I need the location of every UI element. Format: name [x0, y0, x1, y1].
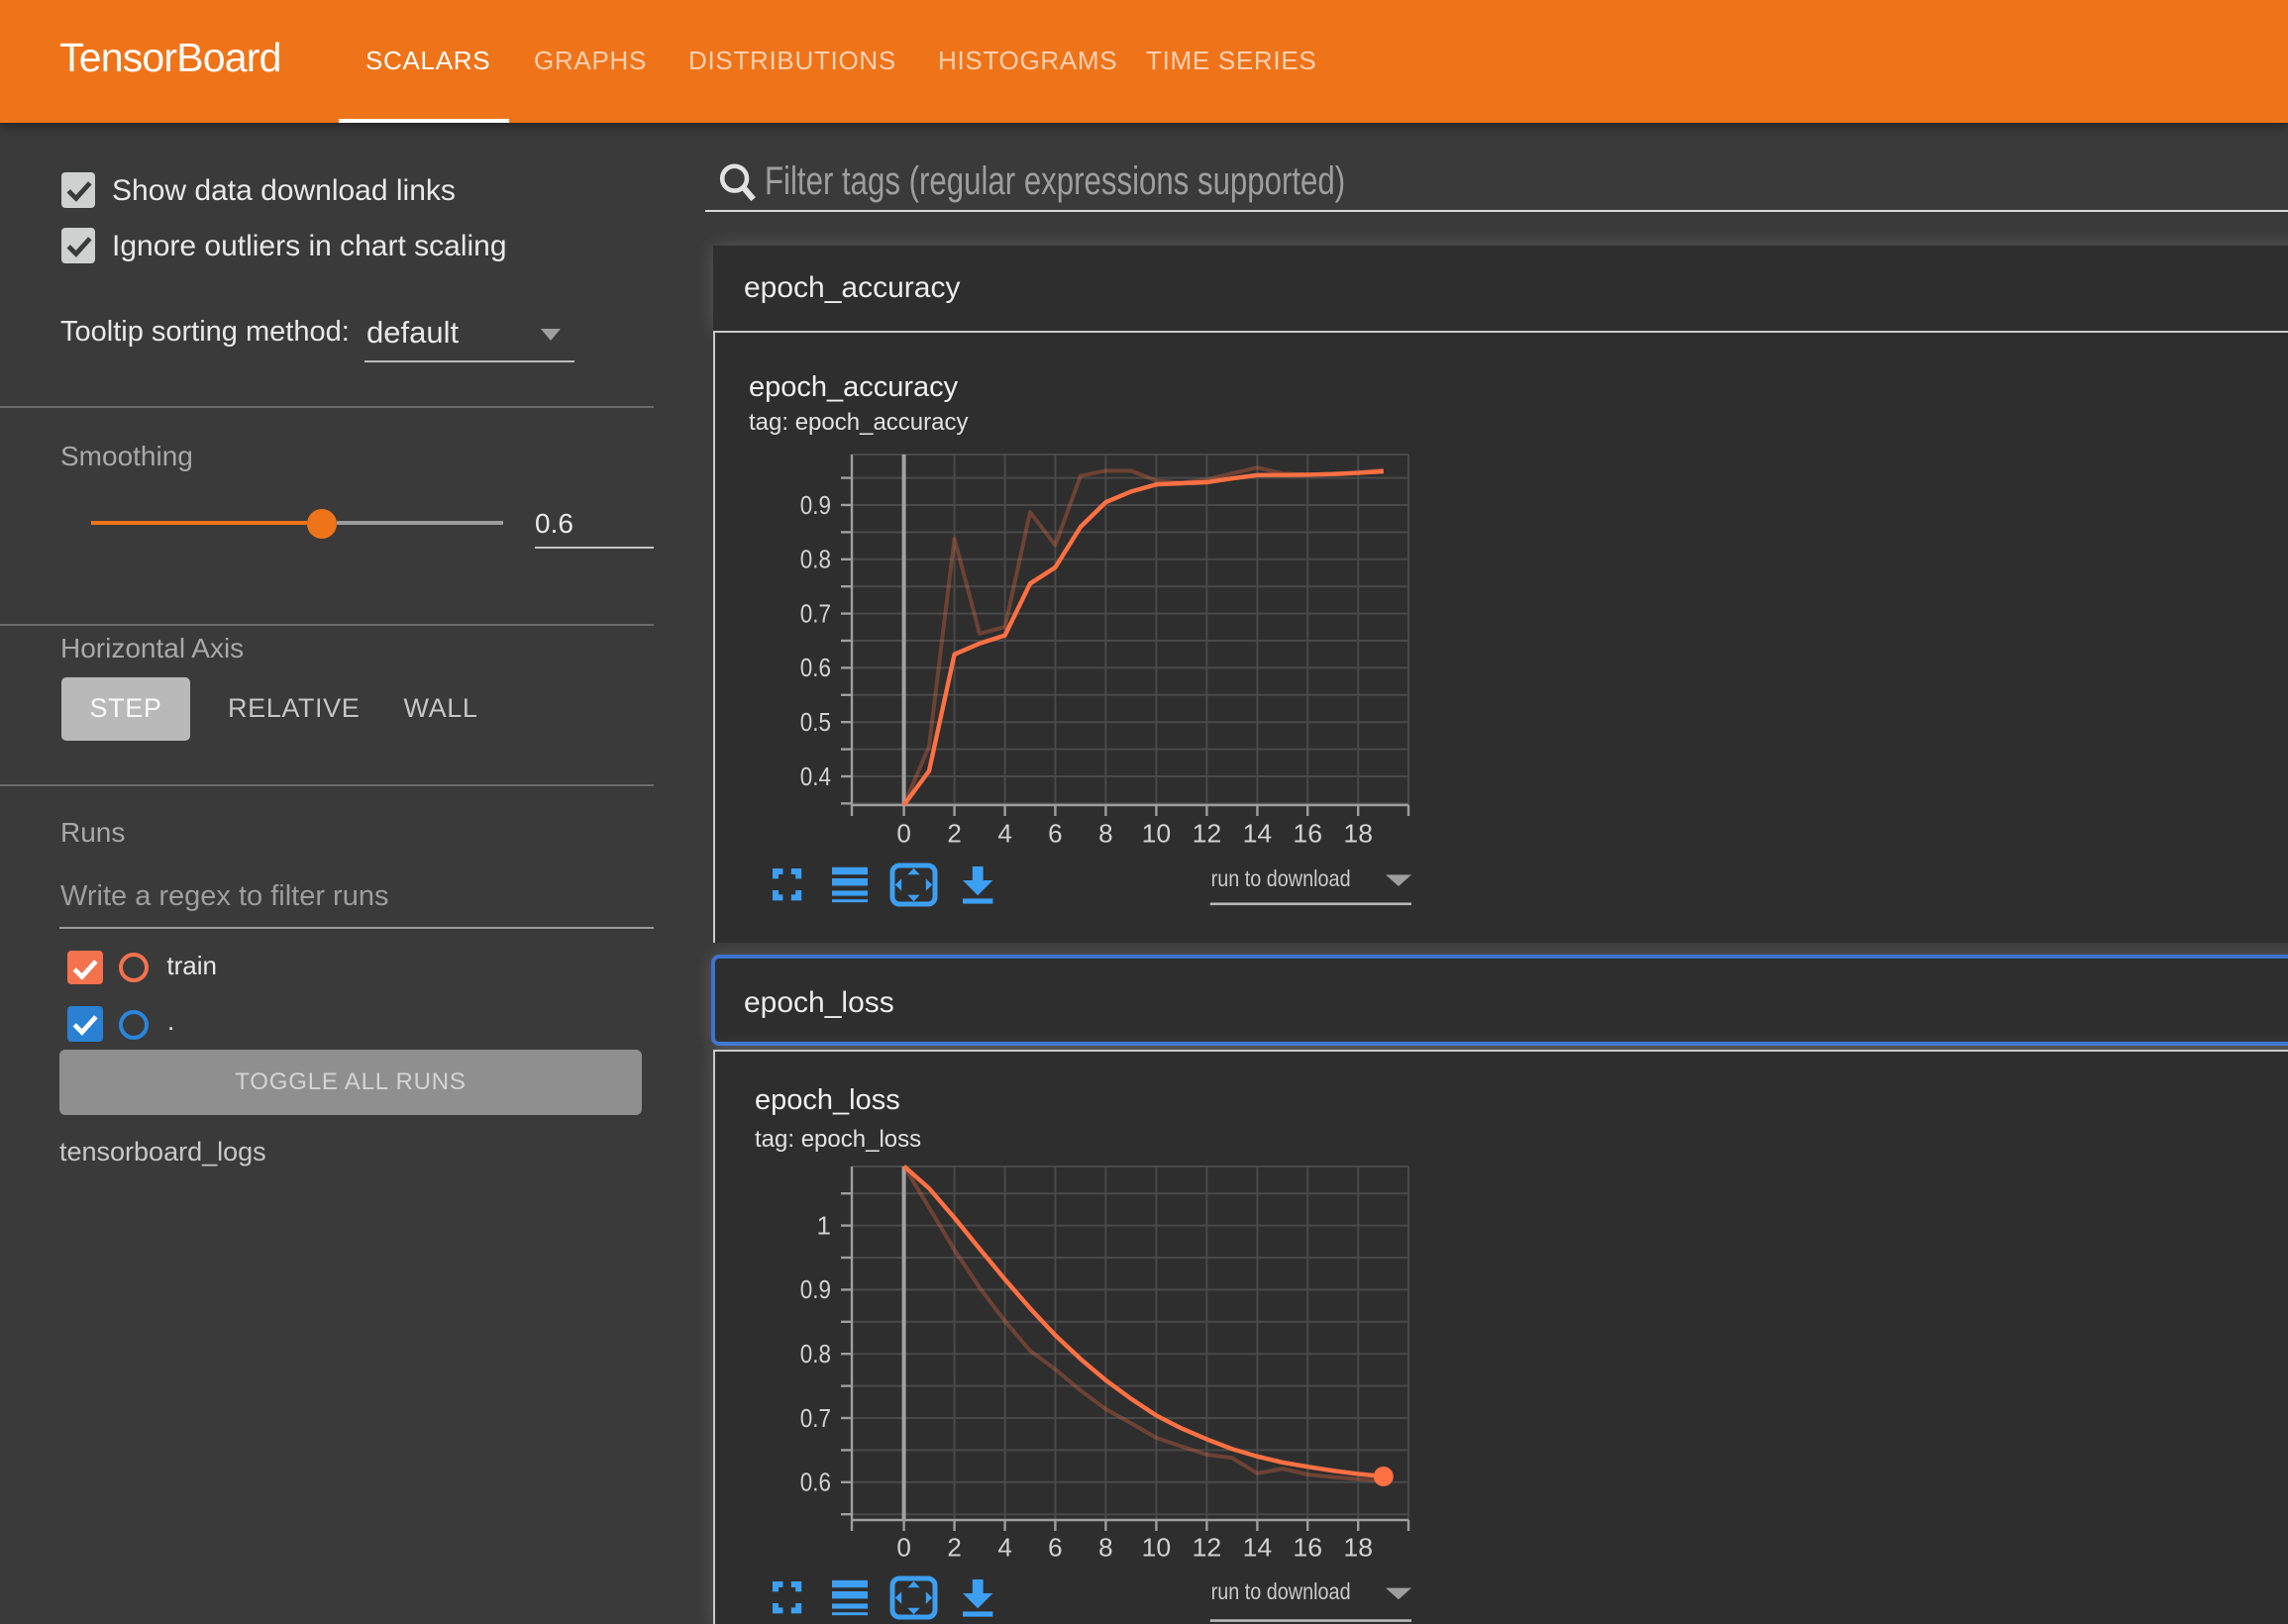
svg-text:2: 2 [947, 1532, 961, 1562]
svg-text:0.7: 0.7 [800, 598, 831, 628]
svg-text:0.8: 0.8 [800, 545, 831, 574]
svg-text:0.8: 0.8 [800, 1339, 831, 1369]
svg-text:14: 14 [1243, 1532, 1273, 1562]
svg-text:10: 10 [1142, 1532, 1172, 1562]
svg-text:16: 16 [1293, 818, 1322, 848]
svg-text:10: 10 [1142, 818, 1172, 848]
svg-text:18: 18 [1343, 1532, 1373, 1562]
svg-text:0.6: 0.6 [800, 1468, 831, 1497]
svg-text:6: 6 [1048, 818, 1062, 848]
svg-text:4: 4 [997, 1532, 1011, 1562]
svg-text:8: 8 [1098, 1532, 1112, 1562]
svg-text:14: 14 [1243, 818, 1273, 848]
svg-text:8: 8 [1098, 818, 1112, 848]
svg-text:0.7: 0.7 [800, 1403, 831, 1433]
svg-text:2: 2 [947, 818, 961, 848]
svg-text:6: 6 [1048, 1532, 1062, 1562]
svg-text:0.4: 0.4 [800, 761, 831, 791]
svg-text:12: 12 [1193, 1532, 1222, 1562]
svg-text:0.9: 0.9 [800, 1274, 831, 1304]
svg-text:0.9: 0.9 [800, 490, 831, 520]
svg-text:run to download: run to download [1211, 865, 1351, 891]
svg-text:run to download: run to download [1211, 1578, 1351, 1604]
svg-text:0.6: 0.6 [800, 653, 831, 682]
svg-text:0.5: 0.5 [800, 707, 831, 737]
svg-text:18: 18 [1343, 818, 1373, 848]
svg-text:12: 12 [1193, 818, 1222, 848]
svg-text:1: 1 [817, 1210, 831, 1240]
svg-text:16: 16 [1293, 1532, 1322, 1562]
svg-text:4: 4 [997, 818, 1011, 848]
svg-text:0: 0 [896, 818, 910, 848]
svg-text:0: 0 [896, 1532, 910, 1562]
